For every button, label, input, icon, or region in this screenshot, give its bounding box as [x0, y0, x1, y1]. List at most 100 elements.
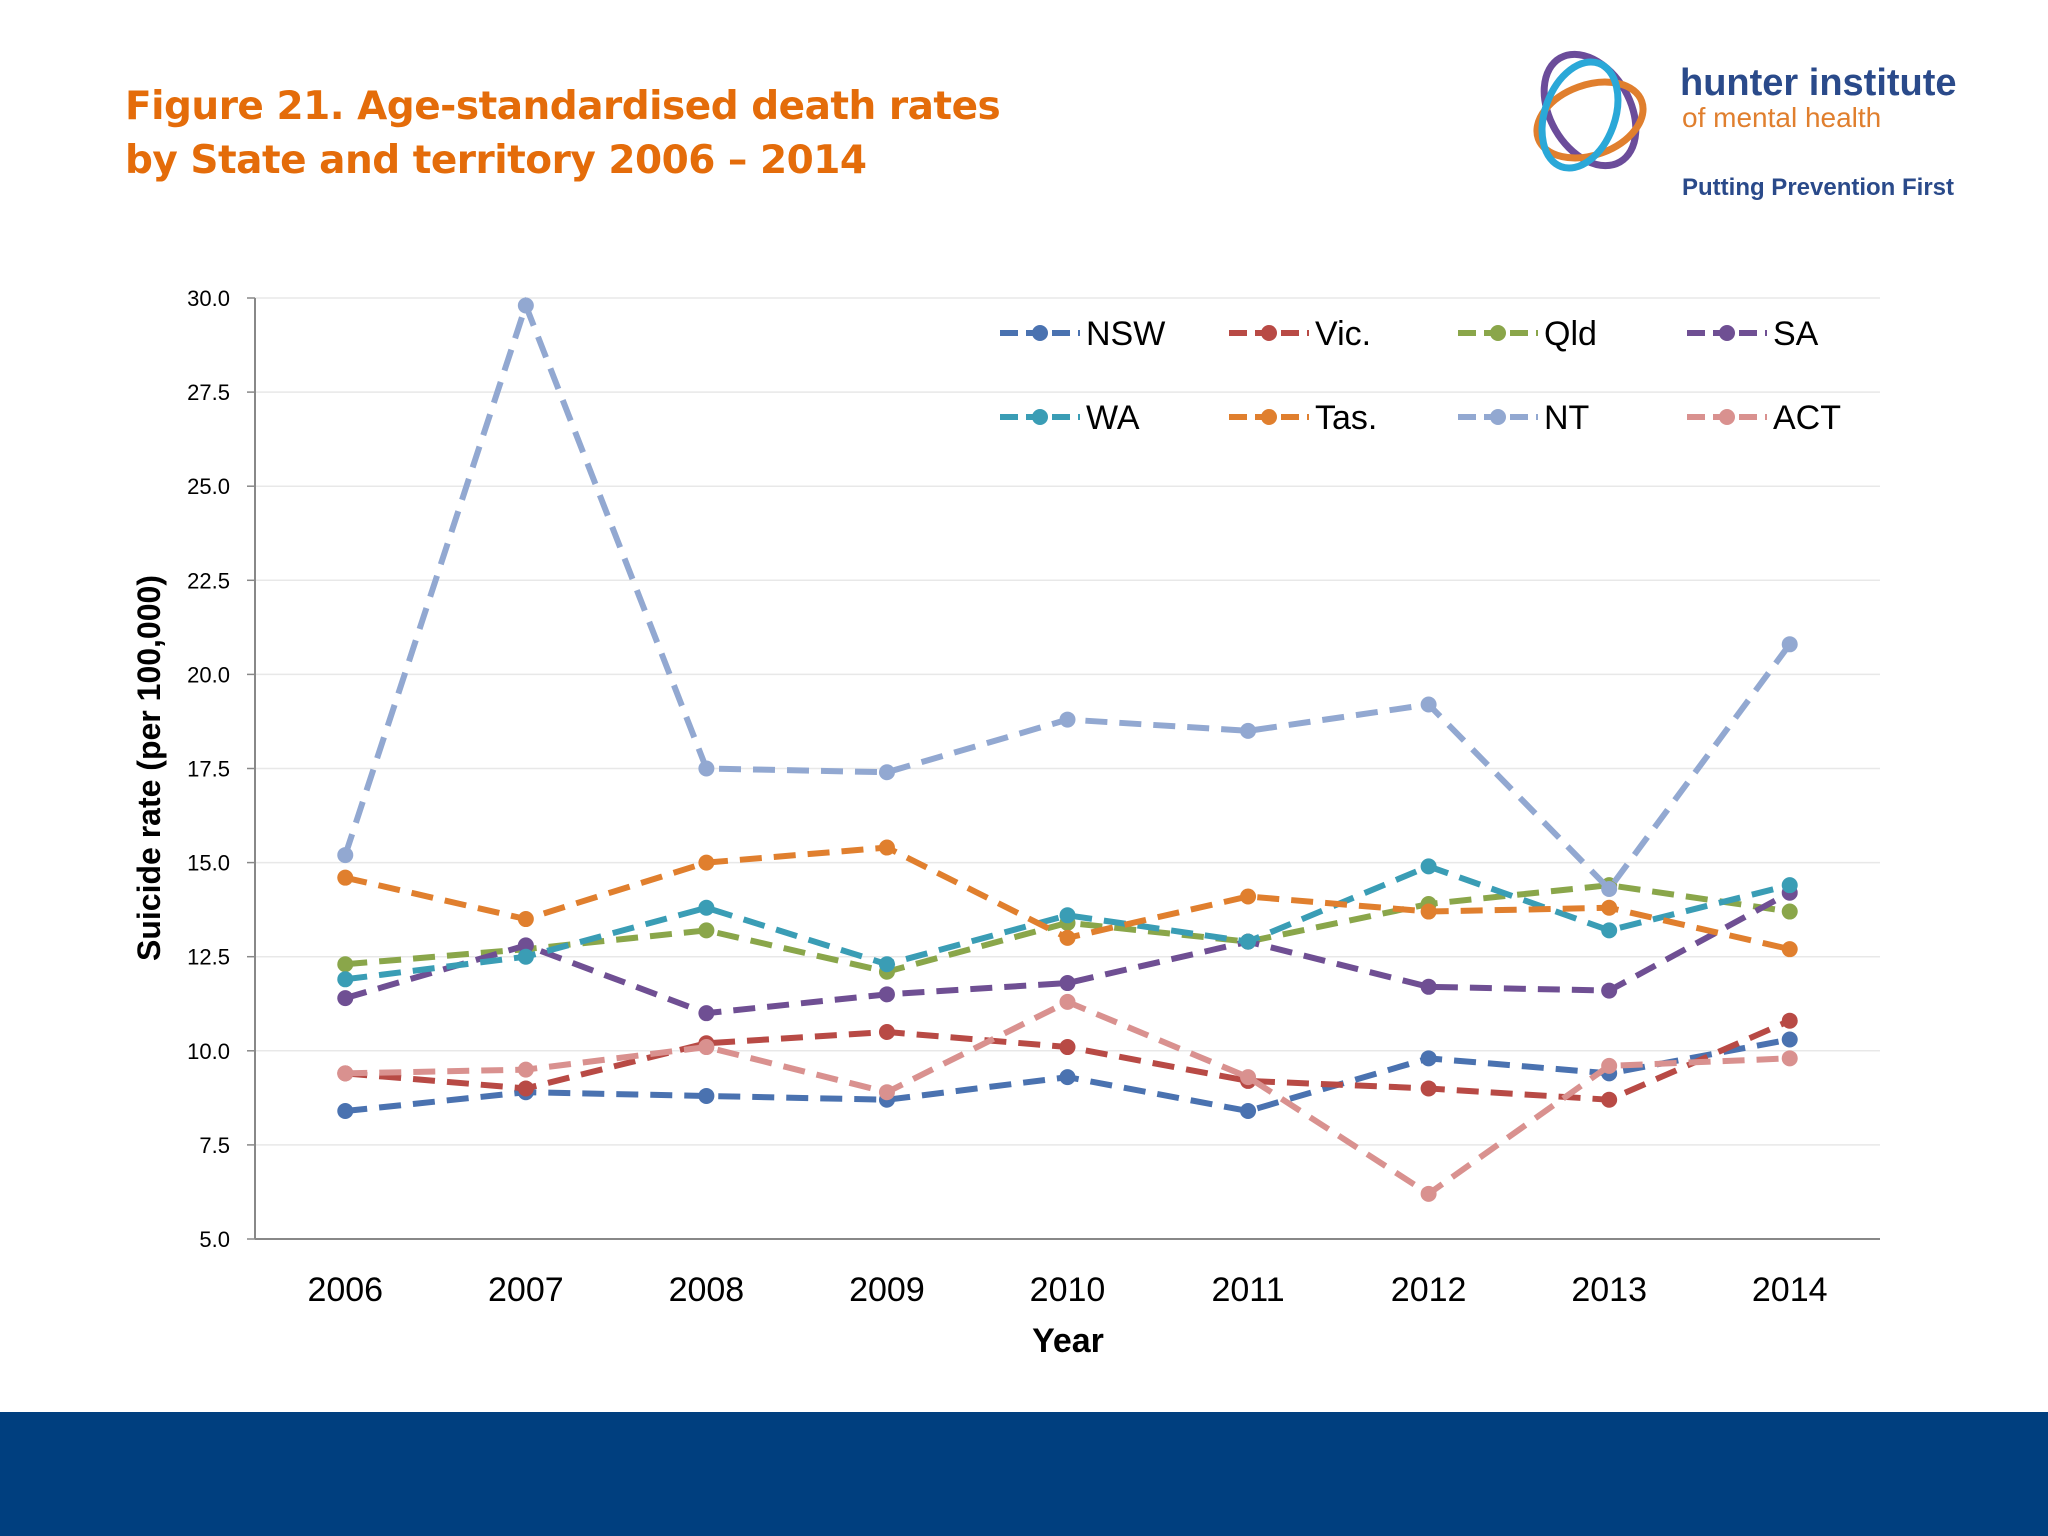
y-tick-label: 7.5 — [199, 1133, 230, 1158]
data-point — [1601, 899, 1618, 916]
data-point — [1781, 877, 1798, 894]
logo-tagline: Putting Prevention First — [1682, 174, 1954, 201]
data-point — [698, 760, 715, 777]
data-point — [337, 971, 354, 988]
legend-label: SA — [1773, 315, 1819, 353]
data-point — [1601, 1057, 1618, 1074]
data-point — [1781, 1031, 1798, 1048]
series-nt — [337, 296, 1798, 897]
data-point — [1059, 993, 1076, 1010]
data-point — [1601, 922, 1618, 939]
figure-title: Figure 21. Age-standardised death rates … — [125, 80, 1001, 188]
legend-marker — [1261, 409, 1277, 425]
data-point — [1240, 1103, 1257, 1120]
series-vic — [337, 1012, 1798, 1108]
y-tick-label: 15.0 — [187, 851, 230, 876]
series-tas — [337, 839, 1798, 958]
y-tick-label: 12.5 — [187, 945, 230, 970]
logo-sub: of mental health — [1682, 102, 1881, 133]
legend-item: SA — [1687, 315, 1819, 353]
data-point — [517, 1080, 534, 1097]
series-line — [344, 890, 1792, 1017]
x-tick-label: 2007 — [488, 1271, 564, 1309]
x-tick-label: 2006 — [307, 1271, 383, 1309]
data-point — [1420, 696, 1437, 713]
x-tick-label: 2010 — [1030, 1271, 1106, 1309]
legend-marker — [1032, 409, 1048, 425]
y-tick-label: 20.0 — [187, 662, 230, 687]
data-point — [337, 1103, 354, 1120]
hunter-institute-logo: hunter institute of mental health Puttin… — [1533, 50, 1957, 201]
data-point — [1601, 1091, 1618, 1108]
legend-item: Vic. — [1229, 315, 1371, 353]
data-point — [698, 1005, 715, 1022]
x-tick-label: 2011 — [1211, 1271, 1284, 1309]
data-point — [878, 839, 895, 856]
series-line — [344, 863, 1791, 983]
data-point — [1059, 929, 1076, 946]
legend-label: NSW — [1086, 315, 1165, 353]
legend-label: Qld — [1544, 315, 1597, 353]
legend-marker — [1719, 409, 1735, 425]
data-point — [878, 764, 895, 781]
y-tick-label: 27.5 — [187, 380, 230, 405]
data-point — [337, 990, 354, 1007]
data-point — [1601, 880, 1618, 897]
legend-marker — [1719, 325, 1735, 341]
data-point — [1420, 858, 1437, 875]
data-point — [517, 1061, 534, 1078]
x-tick-label: 2012 — [1391, 1271, 1467, 1309]
series-line — [342, 296, 1793, 894]
data-point — [337, 847, 354, 864]
data-point — [1059, 975, 1076, 992]
data-point — [1781, 636, 1798, 653]
legend-label: ACT — [1773, 399, 1841, 437]
legend-label: NT — [1544, 399, 1589, 437]
legend-marker — [1032, 325, 1048, 341]
legend-item: Qld — [1458, 315, 1597, 353]
legend-item: Tas. — [1229, 399, 1377, 437]
data-point — [698, 1087, 715, 1104]
data-point — [1240, 933, 1257, 950]
data-point — [1781, 941, 1798, 958]
data-point — [1420, 978, 1437, 995]
data-point — [1240, 722, 1257, 739]
data-point — [1059, 907, 1076, 924]
x-tick-label: 2009 — [849, 1271, 925, 1309]
data-point — [698, 854, 715, 871]
data-point — [1059, 711, 1076, 728]
x-tick-label: 2014 — [1752, 1271, 1828, 1309]
data-point — [1059, 1069, 1076, 1086]
data-point — [517, 948, 534, 965]
data-point — [1240, 888, 1257, 905]
data-point — [517, 297, 534, 314]
data-point — [1781, 903, 1798, 920]
legend-item: NT — [1458, 399, 1589, 437]
data-point — [878, 1084, 895, 1101]
x-tick-label: 2008 — [669, 1271, 745, 1309]
data-point — [337, 956, 354, 973]
series-act — [337, 993, 1798, 1202]
data-point — [517, 911, 534, 928]
series-qld — [337, 877, 1798, 980]
y-tick-label: 22.5 — [187, 568, 230, 593]
legend-item: ACT — [1687, 399, 1841, 437]
legend-label: Tas. — [1315, 399, 1377, 437]
y-axis-label: Suicide rate (per 100,000) — [131, 575, 167, 961]
data-point — [337, 869, 354, 886]
legend-marker — [1490, 325, 1506, 341]
title-line-1: Figure 21. Age-standardised death rates — [125, 84, 1001, 129]
y-tick-label: 17.5 — [187, 757, 230, 782]
data-point — [1420, 1185, 1437, 1202]
data-point — [1781, 1050, 1798, 1067]
data-point — [698, 1039, 715, 1056]
logo-rings-icon — [1533, 50, 1647, 172]
series-wa — [337, 858, 1798, 988]
data-point — [1240, 1069, 1257, 1086]
x-tick-label: 2013 — [1571, 1271, 1647, 1309]
data-point — [517, 937, 534, 954]
legend-marker — [1490, 409, 1506, 425]
legend-label: WA — [1086, 399, 1140, 437]
data-point — [1601, 982, 1618, 999]
